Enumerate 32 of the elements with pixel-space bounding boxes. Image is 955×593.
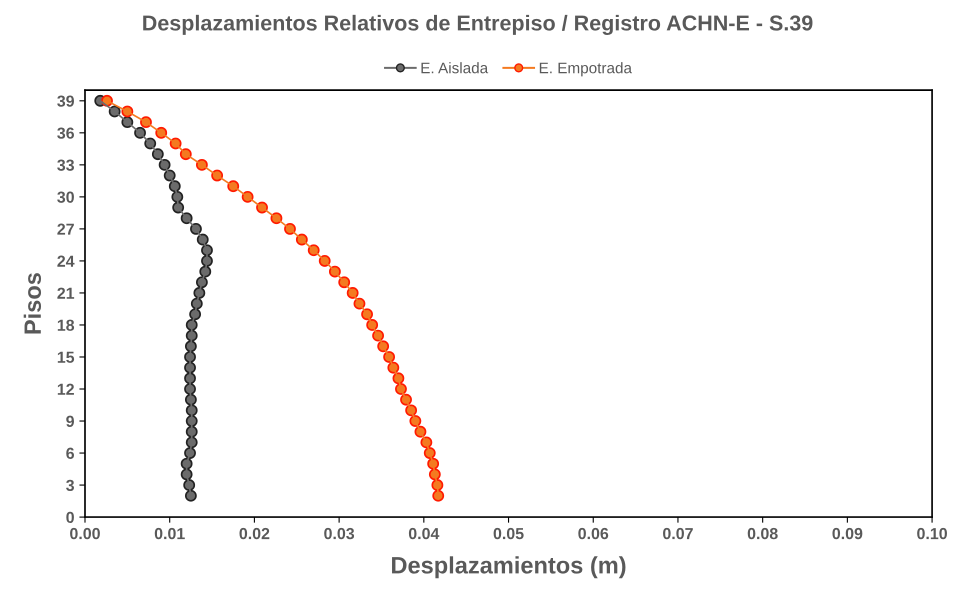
x-tick-label: 0.00 — [70, 528, 100, 540]
point — [432, 490, 444, 502]
y-tick-label: 24 — [57, 256, 74, 267]
y-tick-label: 0 — [66, 512, 74, 524]
y-tick-label: 27 — [57, 224, 74, 235]
x-axis-title: Desplazamientos (m) — [392, 556, 626, 578]
y-tick-label: 30 — [57, 192, 74, 203]
y-tick-label: 39 — [57, 95, 74, 107]
y-tick-label: 21 — [57, 288, 74, 299]
y-tick-label: 18 — [58, 320, 74, 331]
x-tick-label: 0.01 — [154, 528, 185, 540]
y-tick-label: 15 — [58, 352, 74, 363]
x-tick-label: 0.08 — [748, 528, 778, 540]
y-tick-label: 36 — [57, 127, 74, 139]
x-tick-label: 0.05 — [494, 528, 524, 540]
x-tick-label: 0.10 — [917, 528, 947, 540]
y-tick-label: 12 — [58, 384, 74, 395]
y-tick-label: 33 — [57, 159, 74, 171]
y-tick-label: 3 — [66, 480, 74, 492]
y-axis-title: Pisos — [24, 273, 42, 334]
x-tick-label: 0.07 — [663, 528, 693, 540]
y-tick-label: 9 — [66, 416, 74, 427]
point — [184, 490, 197, 502]
x-tick-label: 0.04 — [408, 528, 440, 540]
x-tick-label: 0.09 — [832, 528, 862, 540]
x-tick-label: 0.03 — [324, 528, 354, 540]
x-tick-label: 0.02 — [240, 528, 270, 540]
chart-title: Desplazamientos Relativos de Entrepiso / Registro ACHN-E - S.39 — [143, 14, 812, 35]
x-tick-label: 0.06 — [578, 528, 608, 540]
legend-label: E. Empotrada — [540, 62, 632, 76]
y-tick-label: 6 — [66, 448, 74, 459]
legend-label: E. Aislada — [421, 62, 488, 74]
